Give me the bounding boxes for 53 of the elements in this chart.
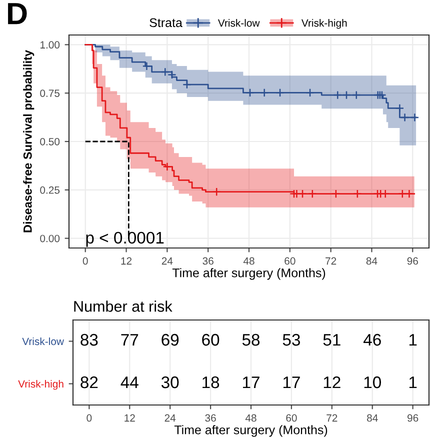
data-label: 18 (202, 376, 220, 388)
data-label: 53 (282, 334, 300, 346)
y-tick-label: Vrisk-high (18, 380, 64, 390)
data-label: 12 (324, 376, 340, 388)
x-axis-title: Time after surgery (Months) (172, 268, 326, 280)
x-tick-label: 60 (284, 257, 296, 265)
x-tick-label: 36 (202, 257, 214, 265)
point (168, 70, 176, 80)
annotation: p < 0.0001 (86, 232, 164, 247)
x-tick-label: 60 (286, 414, 297, 422)
x-tick-label: 24 (164, 414, 176, 422)
y-tick-label: 0.25 (40, 186, 60, 194)
x-tick-label: 96 (408, 414, 418, 422)
data-label: 69 (162, 334, 179, 346)
x-tick-label: 12 (121, 257, 132, 265)
y-tick-label: Vrisk-low (22, 337, 64, 346)
x-tick-label: 96 (407, 257, 418, 265)
data-label: 17 (243, 376, 260, 388)
x-tick-label: 48 (243, 257, 254, 265)
x-tick-label: 0 (82, 257, 88, 265)
data-label: 83 (80, 334, 98, 346)
legend-label: Vrisk-high (301, 19, 347, 29)
y-tick-label: 1.00 (40, 41, 60, 49)
x-tick-label: 84 (366, 257, 378, 265)
x-tick-label: 84 (367, 414, 378, 422)
chart-title: D (8, 3, 27, 24)
x-tick-label: 48 (245, 414, 256, 422)
data-label: 17 (283, 376, 300, 388)
data-label: 10 (364, 376, 381, 388)
x-tick-label: 12 (124, 414, 135, 422)
data-label: 60 (202, 334, 220, 346)
y-tick-label: 0.00 (40, 234, 60, 242)
data-label: 77 (121, 334, 138, 346)
x-tick-label: 24 (162, 257, 173, 265)
data-label: 51 (323, 334, 340, 346)
y-axis-title: Disease-free Survival probability (23, 50, 34, 232)
data-label: 1 (409, 376, 417, 388)
y-tick-label: 0.75 (40, 90, 60, 97)
x-tick-label: 72 (326, 414, 338, 422)
x-tick-label: 0 (86, 414, 92, 422)
legend-title: Strata (150, 18, 182, 28)
x-axis-title: Time after surgery (Months) (174, 425, 328, 437)
data-label: 1 (409, 334, 417, 346)
chart-title: Number at risk (74, 300, 172, 312)
data-label: 58 (242, 334, 260, 346)
data-label: 44 (120, 376, 138, 388)
x-tick-label: 36 (205, 414, 216, 422)
data-label: 46 (363, 334, 381, 346)
legend-label: Vrisk-low (218, 19, 260, 27)
data-label: 82 (80, 376, 98, 388)
y-tick-label: 0.50 (40, 138, 60, 146)
x-tick-label: 72 (326, 257, 336, 265)
data-label: 30 (161, 376, 179, 388)
